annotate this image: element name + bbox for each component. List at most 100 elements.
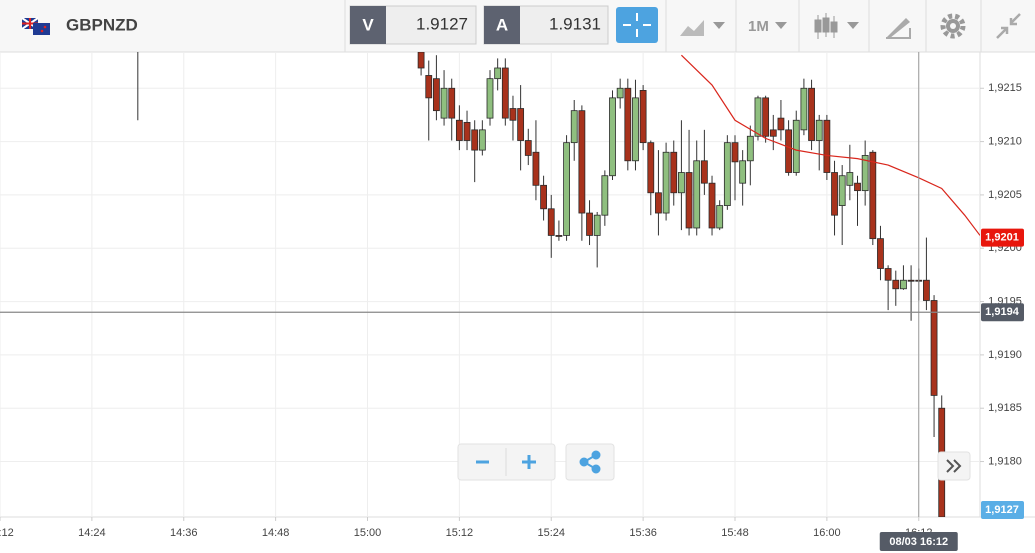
- price-tag-label: 1,9194: [985, 306, 1020, 318]
- crosshair-label-bg: [879, 532, 958, 551]
- candle-body: [655, 192, 662, 214]
- timeframe-button[interactable]: 1M: [748, 18, 787, 35]
- x-tick-label: 15:48: [721, 527, 749, 539]
- candle-body: [785, 129, 792, 173]
- candle-body: [808, 87, 815, 141]
- bid-tag: [350, 6, 386, 44]
- candle-body: [524, 140, 532, 156]
- candle-body: [869, 151, 877, 240]
- header: GBPNZD V 1.9127 A 1.9131 1M: [0, 0, 1035, 53]
- candle-body: [540, 184, 547, 210]
- zoom-in-button[interactable]: [522, 455, 536, 469]
- x-tick-label: 15:36: [629, 527, 657, 539]
- candle-body: [678, 172, 685, 194]
- candle-body: [433, 78, 440, 112]
- candle-body: [923, 279, 930, 301]
- chart-type-button[interactable]: [680, 20, 725, 36]
- y-tick-label: 1,9210: [988, 135, 1022, 147]
- crosshair-icon: [623, 13, 651, 37]
- candle-body: [448, 87, 456, 119]
- candle-body: [700, 160, 708, 184]
- bid-label: V: [362, 15, 374, 34]
- plot-area: [137, 52, 980, 517]
- crosshair-button[interactable]: [616, 7, 658, 43]
- candle-body: [425, 75, 433, 99]
- candle-body: [892, 279, 900, 290]
- candle-body: [471, 129, 479, 151]
- x-tick-label: 14:12: [0, 527, 14, 539]
- candle-body: [877, 238, 884, 269]
- candle-body: [547, 208, 555, 236]
- candle-body: [417, 52, 425, 69]
- draw-button[interactable]: [886, 18, 911, 39]
- symbol: GBPNZD: [66, 15, 138, 34]
- candle-body: [632, 97, 639, 162]
- price-tag: [981, 228, 1024, 247]
- candle-body: [463, 121, 471, 141]
- y-tick-label: 1,9205: [988, 189, 1022, 201]
- price-tag-label: 1,9201: [985, 231, 1019, 243]
- settings-button[interactable]: [940, 13, 966, 39]
- x-tick-label: 14:24: [78, 527, 106, 539]
- x-tick-label: 15:00: [354, 527, 382, 539]
- candle-body: [930, 300, 938, 396]
- last-price-tag: [981, 501, 1024, 519]
- candle-body: [586, 212, 593, 236]
- x-tick-label: 14:48: [262, 527, 290, 539]
- candle-body: [907, 279, 915, 282]
- candle-body: [792, 119, 800, 173]
- candle-body: [478, 129, 486, 151]
- candle-body: [754, 97, 762, 137]
- bid-price: 1.9127: [416, 14, 468, 33]
- candle-body: [647, 142, 655, 194]
- x-tick-label: 16:00: [813, 527, 841, 539]
- candle-body: [509, 108, 517, 121]
- price-tag: [981, 303, 1024, 322]
- candle-body: [555, 235, 563, 237]
- y-tick-label: 1,9190: [988, 349, 1022, 361]
- candle-body: [831, 172, 838, 216]
- scroll-icon: [946, 459, 962, 473]
- candle-body: [769, 129, 777, 137]
- axes: 1,91801,91851,91901,91951,92001,92051,92…: [0, 82, 1022, 551]
- candle-body: [693, 160, 701, 229]
- ask-tag: [484, 6, 520, 44]
- candle-body: [609, 97, 616, 177]
- candle-body: [593, 214, 601, 236]
- ask-label: A: [496, 15, 508, 34]
- zoom-controls: [457, 443, 971, 481]
- candle-body: [455, 119, 463, 141]
- collapse-button[interactable]: [996, 13, 1021, 39]
- share-icon: [579, 450, 601, 474]
- candle-body: [517, 108, 525, 141]
- candle-body: [570, 110, 578, 144]
- x-tick-label: 15:12: [446, 527, 474, 539]
- crosshair-label: 08/03 16:12: [889, 536, 948, 548]
- candle-body: [601, 175, 609, 216]
- candle-style-button[interactable]: [814, 13, 859, 39]
- x-tick-label: 14:36: [170, 527, 198, 539]
- candle-body: [823, 119, 831, 173]
- share-button[interactable]: [565, 443, 615, 481]
- x-tick-label: 15:24: [537, 527, 565, 539]
- candle-body: [746, 135, 754, 162]
- candle-body: [662, 151, 670, 214]
- candle-body: [815, 119, 823, 141]
- candle-body: [838, 175, 846, 206]
- candle-body: [777, 117, 785, 131]
- candle-body: [532, 151, 540, 186]
- flag-icon: [21, 17, 50, 35]
- y-tick-label: 1,9185: [988, 402, 1022, 414]
- candle-body: [900, 279, 907, 290]
- candle-body: [800, 87, 808, 131]
- candle-body: [616, 87, 624, 99]
- candle-body: [440, 87, 448, 119]
- candle-body: [731, 142, 739, 163]
- candle-body: [624, 87, 632, 162]
- candle-body: [685, 172, 693, 229]
- candle-body: [563, 142, 570, 236]
- moving-average: [680, 54, 980, 236]
- candle-body: [739, 160, 747, 184]
